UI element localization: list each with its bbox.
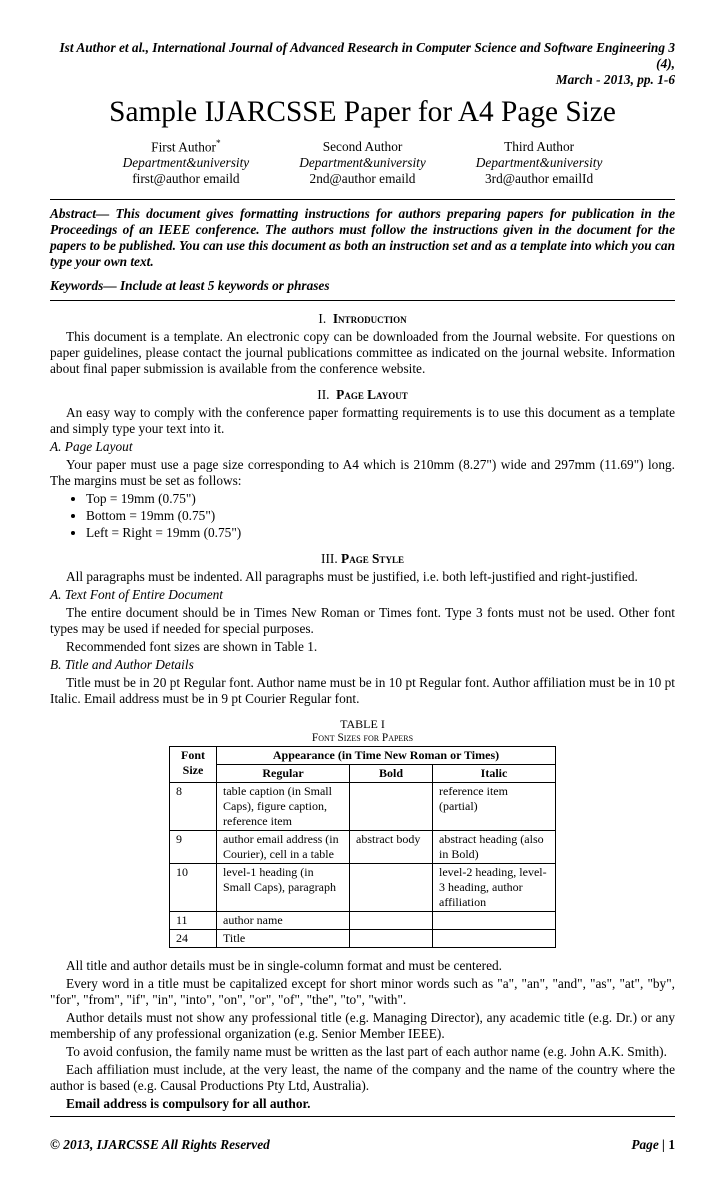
table-row: 9author email address (in Courier), cell…	[170, 831, 556, 864]
section-3-sub-a: A. Text Font of Entire Document	[50, 587, 675, 603]
section-2-sub-a: A. Page Layout	[50, 439, 675, 455]
section-1-label: Introduction	[333, 311, 407, 326]
author-3: Third Author Department&university 3rd@a…	[476, 139, 603, 187]
author-2: Second Author Department&university 2nd@…	[299, 139, 426, 187]
font-sizes-table: FontSize Appearance (in Time New Roman o…	[169, 746, 556, 948]
after-table-p3: Author details must not show any profess…	[50, 1010, 675, 1042]
section-2-num: II.	[317, 387, 329, 402]
author-1-affil: Department&university	[123, 155, 250, 171]
author-3-email: 3rd@author emailId	[476, 171, 603, 187]
footer-page: Page | 1	[631, 1137, 675, 1153]
table-header-row-1: FontSize Appearance (in Time New Roman o…	[170, 747, 556, 765]
after-table-p4: To avoid confusion, the family name must…	[50, 1044, 675, 1060]
section-3-heading: III. Page Style	[50, 551, 675, 567]
author-1-name: First Author	[151, 139, 216, 154]
section-3-num: III.	[321, 551, 338, 566]
section-1-num: I.	[318, 311, 326, 326]
rule-bottom	[50, 300, 675, 301]
section-2-p1: An easy way to comply with the conferenc…	[50, 405, 675, 437]
running-header-line2: March - 2013, pp. 1-6	[50, 72, 675, 88]
author-2-email: 2nd@author emaild	[299, 171, 426, 187]
section-2-label: Page Layout	[336, 387, 408, 402]
margin-item-1: Top = 19mm (0.75")	[86, 491, 675, 507]
th-regular: Regular	[217, 765, 350, 783]
th-appearance: Appearance (in Time New Roman or Times)	[217, 747, 556, 765]
th-font-size: FontSize	[170, 747, 217, 783]
after-table-p6: Email address is compulsory for all auth…	[50, 1096, 675, 1112]
margins-list: Top = 19mm (0.75") Bottom = 19mm (0.75")…	[86, 491, 675, 541]
after-table-p5: Each affiliation must include, at the ve…	[50, 1062, 675, 1094]
table-caption: TABLE I Font Sizes for Papers	[50, 717, 675, 744]
author-1-sup: *	[216, 139, 221, 149]
th-bold: Bold	[350, 765, 433, 783]
abstract: Abstract— This document gives formatting…	[50, 206, 675, 270]
margin-item-2: Bottom = 19mm (0.75")	[86, 508, 675, 524]
section-2-p2: Your paper must use a page size correspo…	[50, 457, 675, 489]
authors-block: First Author* Department&university firs…	[50, 139, 675, 187]
after-table-p1: All title and author details must be in …	[50, 958, 675, 974]
running-header: Ist Author et al., International Journal…	[50, 40, 675, 88]
running-header-line1: Ist Author et al., International Journal…	[59, 40, 675, 71]
footer-copyright: © 2013, IJARCSSE All Rights Reserved	[50, 1137, 270, 1153]
after-table-p2: Every word in a title must be capitalize…	[50, 976, 675, 1008]
section-3-sub-b: B. Title and Author Details	[50, 657, 675, 673]
margin-item-3: Left = Right = 19mm (0.75")	[86, 525, 675, 541]
author-2-name: Second Author	[323, 139, 403, 154]
section-1-heading: I. Introduction	[50, 311, 675, 327]
section-2-heading: II. Page Layout	[50, 387, 675, 403]
author-1: First Author* Department&university firs…	[123, 139, 250, 187]
author-1-email: first@author emaild	[123, 171, 250, 187]
keywords: Keywords— Include at least 5 keywords or…	[50, 278, 675, 294]
author-2-affil: Department&university	[299, 155, 426, 171]
footer: © 2013, IJARCSSE All Rights Reserved Pag…	[50, 1137, 675, 1153]
section-3-p1: All paragraphs must be indented. All par…	[50, 569, 675, 585]
paper-title: Sample IJARCSSE Paper for A4 Page Size	[50, 96, 675, 129]
section-3-label: Page Style	[341, 551, 404, 566]
table-row: 10level-1 heading (in Small Caps), parag…	[170, 864, 556, 912]
rule-top	[50, 199, 675, 200]
section-3-p3: Recommended font sizes are shown in Tabl…	[50, 639, 675, 655]
table-header-row-2: Regular Bold Italic	[170, 765, 556, 783]
section-3-p4: Title must be in 20 pt Regular font. Aut…	[50, 675, 675, 707]
table-row: 11author name	[170, 912, 556, 930]
table-row: 24Title	[170, 930, 556, 948]
th-italic: Italic	[433, 765, 556, 783]
author-3-name: Third Author	[504, 139, 574, 154]
table-caption-2: Font Sizes for Papers	[50, 732, 675, 744]
table-caption-1: TABLE I	[50, 717, 675, 732]
footer-rule	[50, 1116, 675, 1117]
author-3-affil: Department&university	[476, 155, 603, 171]
section-3-p2: The entire document should be in Times N…	[50, 605, 675, 637]
section-1-p1: This document is a template. An electron…	[50, 329, 675, 377]
table-row: 8table caption (in Small Caps), figure c…	[170, 783, 556, 831]
